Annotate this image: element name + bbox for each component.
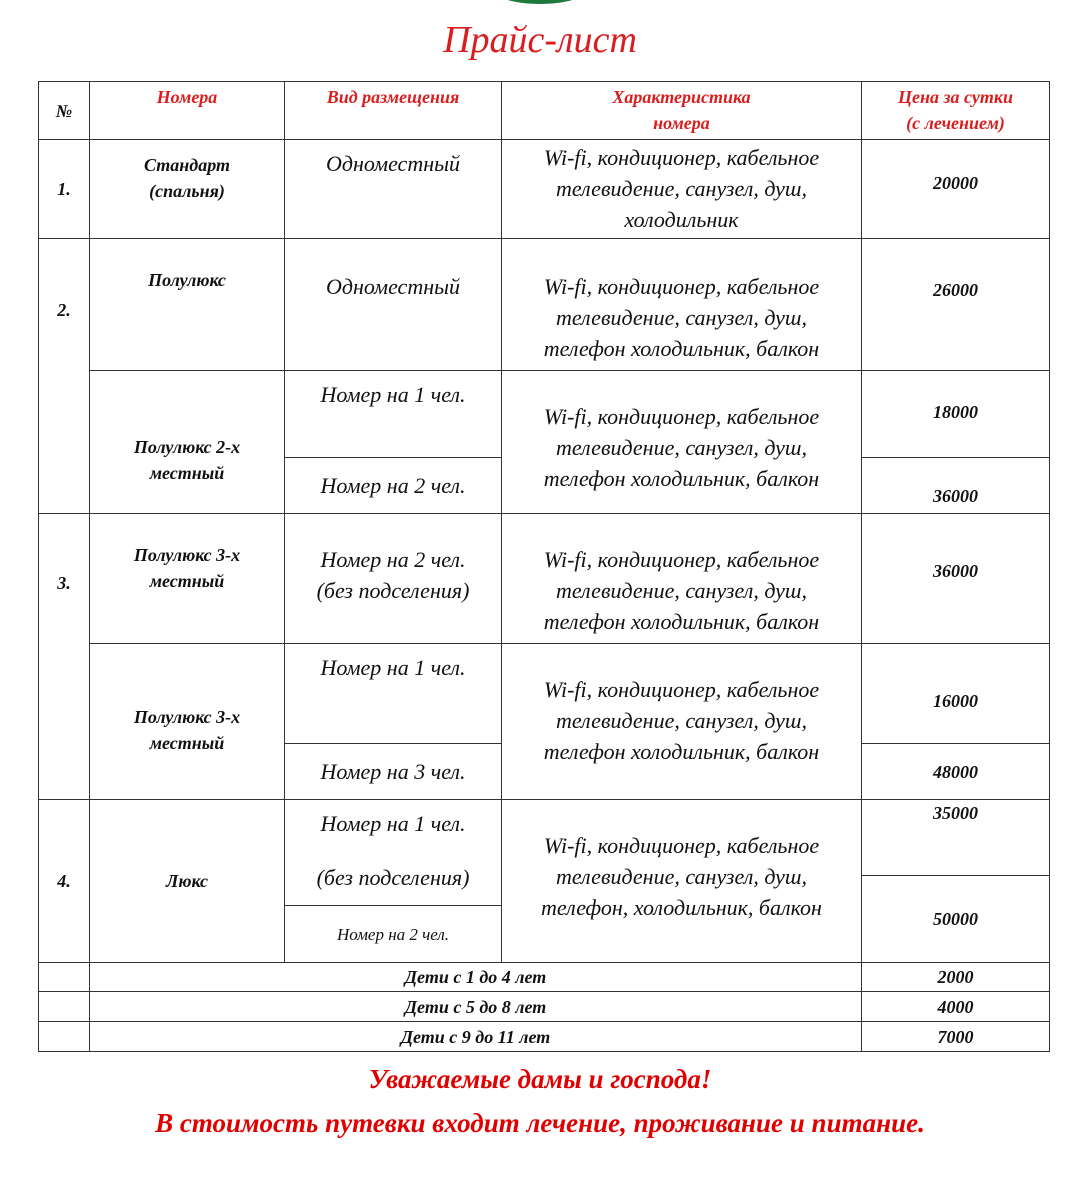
placement: Номер на 2 чел. (без подселения): [284, 513, 502, 644]
header-features-text: Характеристика номера: [612, 87, 751, 133]
children-price: 7000: [861, 1021, 1050, 1052]
price: 36000: [861, 513, 1050, 644]
price: 16000: [861, 643, 1050, 744]
header-num-text: №: [55, 100, 73, 121]
price-text: 48000: [933, 761, 978, 782]
children-label: Дети с 9 до 11 лет: [89, 1021, 862, 1052]
features: Wi-fi, кондиционер, кабельное телевидени…: [501, 139, 862, 239]
features: Wi-fi, кондиционер, кабельное телевидени…: [501, 370, 862, 514]
room-type: Люкс: [89, 799, 285, 963]
children-label-text: Дети с 5 до 8 лет: [404, 996, 547, 1017]
room-type-text: Стандарт (спальня): [144, 155, 230, 201]
price: 36000: [861, 457, 1050, 514]
placement-text: Номер на 2 чел.: [336, 924, 450, 944]
price-text: 50000: [933, 909, 978, 929]
children-label: Дети с 5 до 8 лет: [89, 991, 862, 1022]
children-price-text: 7000: [937, 1026, 974, 1047]
placement-text: Одноместный: [325, 151, 461, 176]
children-label: Дети с 1 до 4 лет: [89, 962, 862, 992]
placement-text: Номер на 1 чел.: [320, 655, 466, 680]
price-text: 35000: [933, 803, 978, 823]
placement: Номер на 3 чел.: [284, 743, 502, 800]
price: 50000: [861, 875, 1050, 963]
placement-text: Номер на 2 чел. (без подселения): [316, 547, 470, 603]
features-text: Wi-fi, кондиционер, кабельное телевидени…: [543, 274, 820, 361]
price: 20000: [861, 139, 1050, 239]
room-type-text: Полулюкс 2-х местный: [133, 437, 241, 483]
header-rooms: Номера: [89, 81, 285, 140]
header-features: Характеристика номера: [501, 81, 862, 140]
placement-text: Одноместный: [325, 274, 461, 299]
room-type: Полулюкс 3-х местный: [89, 643, 285, 800]
children-price: 2000: [861, 962, 1050, 992]
header-placement-text: Вид размещения: [326, 87, 460, 107]
placement-text: Номер на 1 чел. (без подселения): [316, 811, 470, 890]
features-text: Wi-fi, кондиционер, кабельное телевидени…: [543, 145, 820, 232]
features-text: Wi-fi, кондиционер, кабельное телевидени…: [541, 833, 822, 920]
price: 35000: [861, 799, 1050, 876]
placement: Одноместный: [284, 139, 502, 239]
features-text: Wi-fi, кондиционер, кабельное телевидени…: [543, 547, 820, 634]
row-num: 1.: [38, 139, 90, 239]
room-type-text: Полулюкс: [148, 270, 226, 290]
placement: Номер на 1 чел.: [284, 370, 502, 458]
children-label-text: Дети с 1 до 4 лет: [404, 967, 547, 987]
features-text: Wi-fi, кондиционер, кабельное телевидени…: [543, 404, 820, 491]
room-type: Полулюкс 3-х местный: [89, 513, 285, 644]
footer-note: В стоимость путевки входит лечение, прож…: [155, 1108, 925, 1138]
room-type-text: Полулюкс 3-х местный: [133, 706, 241, 753]
price-text: 16000: [933, 691, 978, 711]
children-label-text: Дети с 9 до 11 лет: [400, 1026, 551, 1047]
price-text: 36000: [933, 561, 978, 581]
children-price: 4000: [861, 991, 1050, 1022]
features: Wi-fi, кондиционер, кабельное телевидени…: [501, 643, 862, 800]
features: Wi-fi, кондиционер, кабельное телевидени…: [501, 238, 862, 371]
room-type-text: Люкс: [166, 871, 208, 891]
empty-cell: [38, 1021, 90, 1052]
empty-cell: [38, 991, 90, 1022]
empty-cell: [38, 962, 90, 992]
room-type: Стандарт (спальня): [89, 139, 285, 239]
row-num-text: 2.: [57, 300, 71, 320]
header-price-text: Цена за сутки (с лечением): [898, 87, 1013, 133]
price: 18000: [861, 370, 1050, 458]
row-num: 3.: [38, 513, 90, 800]
row-num: 4.: [38, 799, 90, 963]
price: 48000: [861, 743, 1050, 800]
logo-icon: [490, 0, 590, 4]
placement: Одноместный: [284, 238, 502, 371]
header-num: №: [38, 81, 90, 140]
price-text: 20000: [933, 173, 978, 193]
features: Wi-fi, кондиционер, кабельное телевидени…: [501, 799, 862, 963]
room-type-text: Полулюкс 3-х местный: [133, 545, 241, 591]
children-price-text: 4000: [937, 996, 974, 1017]
features-text: Wi-fi, кондиционер, кабельное телевидени…: [543, 677, 820, 764]
placement: Номер на 2 чел.: [284, 905, 502, 963]
room-type: Полулюкс 2-х местный: [89, 370, 285, 514]
price-text: 36000: [933, 486, 978, 506]
row-num-text: 3.: [57, 573, 71, 593]
price-text: 26000: [933, 280, 978, 300]
header-placement: Вид размещения: [284, 81, 502, 140]
placement-text: Номер на 3 чел.: [320, 759, 466, 784]
row-num: 2.: [38, 238, 90, 514]
placement: Номер на 2 чел.: [284, 457, 502, 514]
room-type: Полулюкс: [89, 238, 285, 371]
page-title: Прайс-лист: [443, 19, 637, 61]
row-num-text: 4.: [57, 871, 71, 891]
header-rooms-text: Номера: [156, 87, 218, 107]
children-price-text: 2000: [937, 967, 974, 987]
placement-text: Номер на 2 чел.: [320, 473, 466, 498]
features: Wi-fi, кондиционер, кабельное телевидени…: [501, 513, 862, 644]
row-num-text: 1.: [57, 179, 71, 199]
price-text: 18000: [933, 402, 978, 422]
price: 26000: [861, 238, 1050, 371]
placement: Номер на 1 чел.: [284, 643, 502, 744]
placement: Номер на 1 чел. (без подселения): [284, 799, 502, 906]
footer-greeting: Уважаемые дамы и господа!: [368, 1064, 712, 1094]
header-price: Цена за сутки (с лечением): [861, 81, 1050, 140]
placement-text: Номер на 1 чел.: [320, 382, 466, 407]
